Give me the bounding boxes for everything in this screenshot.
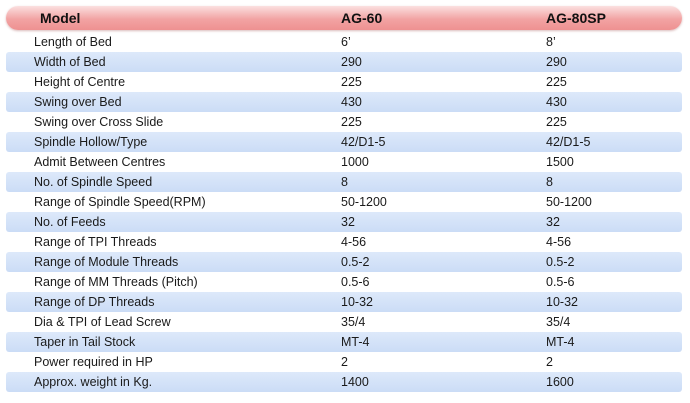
table-row: Taper in Tail Stock MT-4 MT-4: [6, 332, 682, 352]
ag-60-value: 1000: [341, 155, 369, 169]
spec-label: Power required in HP: [34, 355, 153, 369]
ag-60-value: 50-1200: [341, 195, 387, 209]
spec-label: Length of Bed: [34, 35, 112, 49]
ag-80sp-value: 8: [546, 175, 553, 189]
ag-60-value: 4-56: [341, 235, 367, 249]
table-row: Range of DP Threads 10-32 10-32: [6, 292, 682, 312]
spec-label: Approx. weight in Kg.: [34, 375, 153, 389]
ag-60-value: 6’: [341, 35, 351, 49]
spec-label: Range of MM Threads (Pitch): [34, 275, 198, 289]
ag-80sp-value: 2: [546, 355, 553, 369]
ag-60-value: 225: [341, 75, 362, 89]
ag-80sp-value: 42/D1-5: [546, 135, 591, 149]
header-model: Model: [40, 10, 81, 26]
ag-60-value: 42/D1-5: [341, 135, 386, 149]
table-row: No. of Feeds 32 32: [6, 212, 682, 232]
ag-80sp-value: 0.5-2: [546, 255, 575, 269]
ag-80sp-value: 430: [546, 95, 567, 109]
ag-80sp-value: 0.5-6: [546, 275, 575, 289]
table-row: Admit Between Centres 1000 1500: [6, 152, 682, 172]
spec-label: Spindle Hollow/Type: [34, 135, 148, 149]
spec-label: Taper in Tail Stock: [34, 335, 136, 349]
spec-label: Swing over Cross Slide: [34, 115, 164, 129]
ag-80sp-value: 225: [546, 75, 567, 89]
ag-80sp-value: 290: [546, 55, 567, 69]
spec-table: Model AG-60 AG-80SP Length of Bed 6’ 8’ Wid…: [6, 6, 682, 392]
ag-80sp-value: 8’: [546, 35, 556, 49]
table-row: Width of Bed 290 290: [6, 52, 682, 72]
table-row: Swing over Bed 430 430: [6, 92, 682, 112]
table-row: Range of TPI Threads 4-56 4-56: [6, 232, 682, 252]
ag-80sp-value: 225: [546, 115, 567, 129]
ag-80sp-value: 35/4: [546, 315, 571, 329]
ag-80sp-value: MT-4: [546, 335, 575, 349]
spec-label: No. of Feeds: [34, 215, 106, 229]
ag-80sp-value: 1500: [546, 155, 574, 169]
table-row: Spindle Hollow/Type 42/D1-5 42/D1-5: [6, 132, 682, 152]
ag-80sp-value: 4-56: [546, 235, 572, 249]
ag-80sp-value: 1600: [546, 375, 574, 389]
ag-60-value: 0.5-2: [341, 255, 370, 269]
spec-label: Height of Centre: [34, 75, 126, 89]
ag-80sp-value: 50-1200: [546, 195, 592, 209]
header-ag-80sp: AG-80SP: [546, 10, 606, 26]
ag-60-value: 35/4: [341, 315, 366, 329]
header-ag-60: AG-60: [341, 10, 383, 26]
table-row: Length of Bed 6’ 8’: [6, 32, 682, 52]
ag-60-value: 10-32: [341, 295, 373, 309]
table-row: Range of Spindle Speed(RPM) 50-1200 50-120…: [6, 192, 682, 212]
ag-60-value: 430: [341, 95, 362, 109]
table-row: Height of Centre 225 225: [6, 72, 682, 92]
spec-label: Admit Between Centres: [34, 155, 166, 169]
spec-label: Range of Module Threads: [34, 255, 179, 269]
spec-label: Range of DP Threads: [34, 295, 155, 309]
table-row: Approx. weight in Kg. 1400 1600: [6, 372, 682, 392]
table-row: No. of Spindle Speed 8 8: [6, 172, 682, 192]
spec-label: Range of TPI Threads: [34, 235, 157, 249]
table-row: Range of Module Threads 0.5-2 0.5-2: [6, 252, 682, 272]
ag-60-value: 8: [341, 175, 348, 189]
ag-60-value: 1400: [341, 375, 369, 389]
ag-60-value: 225: [341, 115, 362, 129]
table-header: Model AG-60 AG-80SP: [6, 6, 682, 30]
table-row: Range of MM Threads (Pitch) 0.5-6 0.5-6: [6, 272, 682, 292]
table-row: Swing over Cross Slide 225 225: [6, 112, 682, 132]
ag-60-value: 32: [341, 215, 355, 229]
ag-60-value: 2: [341, 355, 348, 369]
table-row: Power required in HP 2 2: [6, 352, 682, 372]
table-row: Dia & TPI of Lead Screw 35/4 35/4: [6, 312, 682, 332]
spec-label: Range of Spindle Speed(RPM): [34, 195, 206, 209]
ag-60-value: 0.5-6: [341, 275, 370, 289]
spec-label: Swing over Bed: [34, 95, 122, 109]
ag-60-value: 290: [341, 55, 362, 69]
ag-80sp-value: 32: [546, 215, 560, 229]
table-body: Length of Bed 6’ 8’ Width of Bed 290 290 Heigh…: [6, 32, 682, 392]
ag-60-value: MT-4: [341, 335, 370, 349]
ag-80sp-value: 10-32: [546, 295, 578, 309]
spec-label: Dia & TPI of Lead Screw: [34, 315, 171, 329]
spec-label: Width of Bed: [34, 55, 106, 69]
spec-label: No. of Spindle Speed: [34, 175, 153, 189]
